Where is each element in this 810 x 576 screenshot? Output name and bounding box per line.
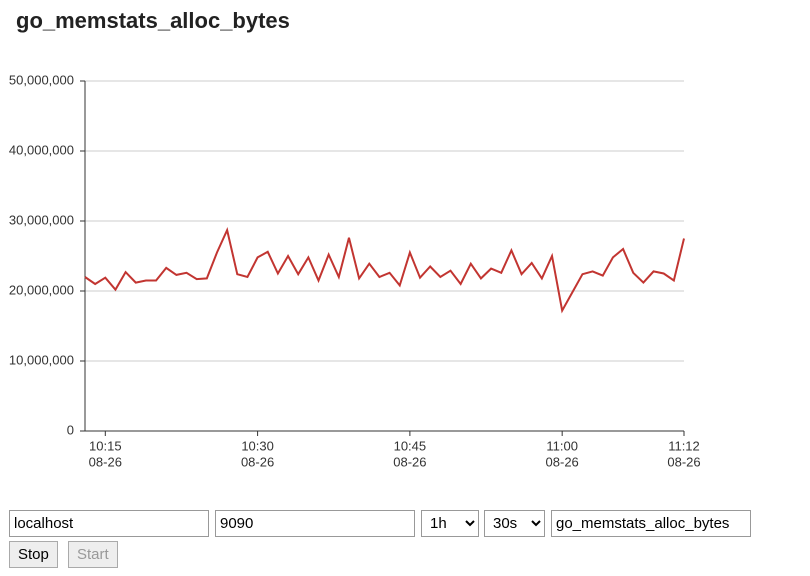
x-tick-date: 08-26 <box>89 454 122 469</box>
y-tick-label: 30,000,000 <box>9 212 74 227</box>
x-tick-label: 10:30 <box>241 438 274 453</box>
port-input[interactable] <box>215 510 415 537</box>
x-tick-date: 08-26 <box>393 454 426 469</box>
step-select[interactable]: 30s <box>484 510 545 537</box>
range-select[interactable]: 1h <box>421 510 479 537</box>
x-tick-date: 08-26 <box>546 454 579 469</box>
y-tick-label: 50,000,000 <box>9 72 74 87</box>
host-input[interactable] <box>9 510 209 537</box>
x-tick-label: 10:45 <box>394 438 427 453</box>
series-line <box>84 226 685 314</box>
x-tick-label: 11:00 <box>546 438 578 453</box>
stop-button[interactable]: Stop <box>9 541 58 568</box>
metric-input[interactable] <box>551 510 751 537</box>
x-tick-label: 10:15 <box>89 438 122 453</box>
y-tick-label: 10,000,000 <box>9 352 74 367</box>
y-tick-label: 40,000,000 <box>9 142 74 157</box>
x-tick-label: 11:12 <box>668 438 700 453</box>
chart: go_memstats_alloc_bytes 0 10,000,000 20,00… <box>9 8 701 470</box>
chart-title: go_memstats_alloc_bytes <box>16 8 290 33</box>
y-tick-label: 0 <box>67 422 74 437</box>
x-tick-date: 08-26 <box>241 454 274 469</box>
y-tick-label: 20,000,000 <box>9 282 74 297</box>
x-tick-date: 08-26 <box>667 454 700 469</box>
start-button[interactable]: Start <box>68 541 118 568</box>
